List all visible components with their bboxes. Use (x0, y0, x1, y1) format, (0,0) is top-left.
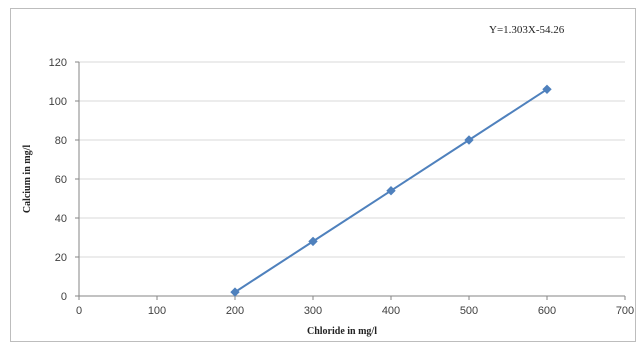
x-tick-label-600: 600 (538, 305, 556, 317)
chart-frame (10, 8, 636, 342)
x-tick-label-700: 700 (616, 305, 634, 317)
y-axis-title: Calcium in mg/l (22, 145, 33, 214)
regression-equation: Y=1.303X-54.26 (489, 24, 565, 36)
axes (75, 61, 626, 300)
y-tick-labels: 0 20 40 60 80 100 120 (49, 57, 67, 303)
y-tick-label-100: 100 (49, 96, 67, 108)
x-tick-label-100: 100 (148, 305, 166, 317)
x-tick-label-300: 300 (304, 305, 322, 317)
x-tick-label-200: 200 (226, 305, 244, 317)
y-tick-label-20: 20 (55, 252, 67, 264)
y-tick-label-60: 60 (55, 174, 67, 186)
series-layer (230, 84, 552, 297)
data-point-300 (308, 236, 318, 247)
y-tick-label-0: 0 (61, 291, 67, 303)
gridlines (79, 61, 625, 258)
y-tick-label-40: 40 (55, 213, 67, 225)
x-axis-title: Chloride in mg/l (307, 326, 377, 337)
data-point-400 (386, 185, 396, 196)
y-tick-label-120: 120 (49, 57, 67, 69)
x-tick-labels: 0 100 200 300 400 500 600 700 (76, 305, 634, 317)
data-point-200 (230, 287, 240, 297)
y-tick-label-80: 80 (55, 135, 67, 147)
x-tick-label-0: 0 (76, 305, 82, 317)
data-point-500 (464, 135, 474, 145)
data-point-600 (542, 84, 552, 95)
x-tick-label-500: 500 (460, 305, 478, 317)
x-tick-label-400: 400 (382, 305, 400, 317)
